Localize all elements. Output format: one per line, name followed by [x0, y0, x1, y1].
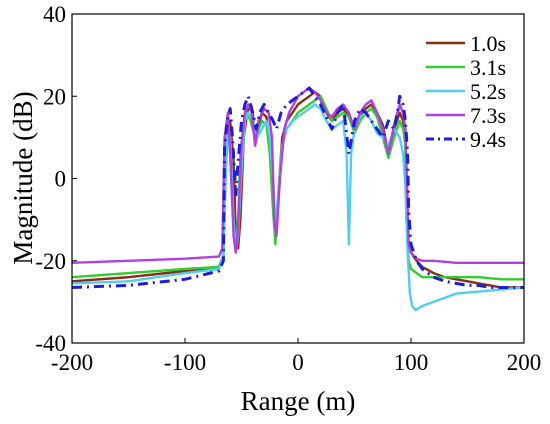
- legend: 1.0s3.1s5.2s7.3s9.4s: [426, 31, 506, 152]
- series-line-9-4s: [71, 86, 524, 289]
- legend-label: 9.4s: [470, 127, 506, 152]
- y-axis-title: Magnitude (dB): [8, 91, 38, 264]
- legend-label: 5.2s: [470, 79, 506, 104]
- y-tick-label: 20: [43, 84, 66, 109]
- x-tick-label: -100: [164, 350, 206, 375]
- x-tick-label: 200: [507, 350, 542, 375]
- series-layer: [71, 86, 525, 312]
- legend-label: 7.3s: [470, 103, 506, 128]
- x-axis-title: Range (m): [241, 386, 356, 416]
- y-tick-label: -20: [35, 249, 66, 274]
- x-tick-label: 0: [292, 350, 304, 375]
- x-tick-label: -200: [51, 350, 93, 375]
- y-tick-label: 40: [43, 2, 66, 27]
- legend-label: 3.1s: [470, 55, 506, 80]
- x-tick-label: 100: [394, 350, 429, 375]
- plot-area: [72, 14, 524, 343]
- y-tick-label: -40: [35, 331, 66, 356]
- legend-label: 1.0s: [470, 31, 506, 56]
- y-tick-label: 0: [55, 167, 67, 192]
